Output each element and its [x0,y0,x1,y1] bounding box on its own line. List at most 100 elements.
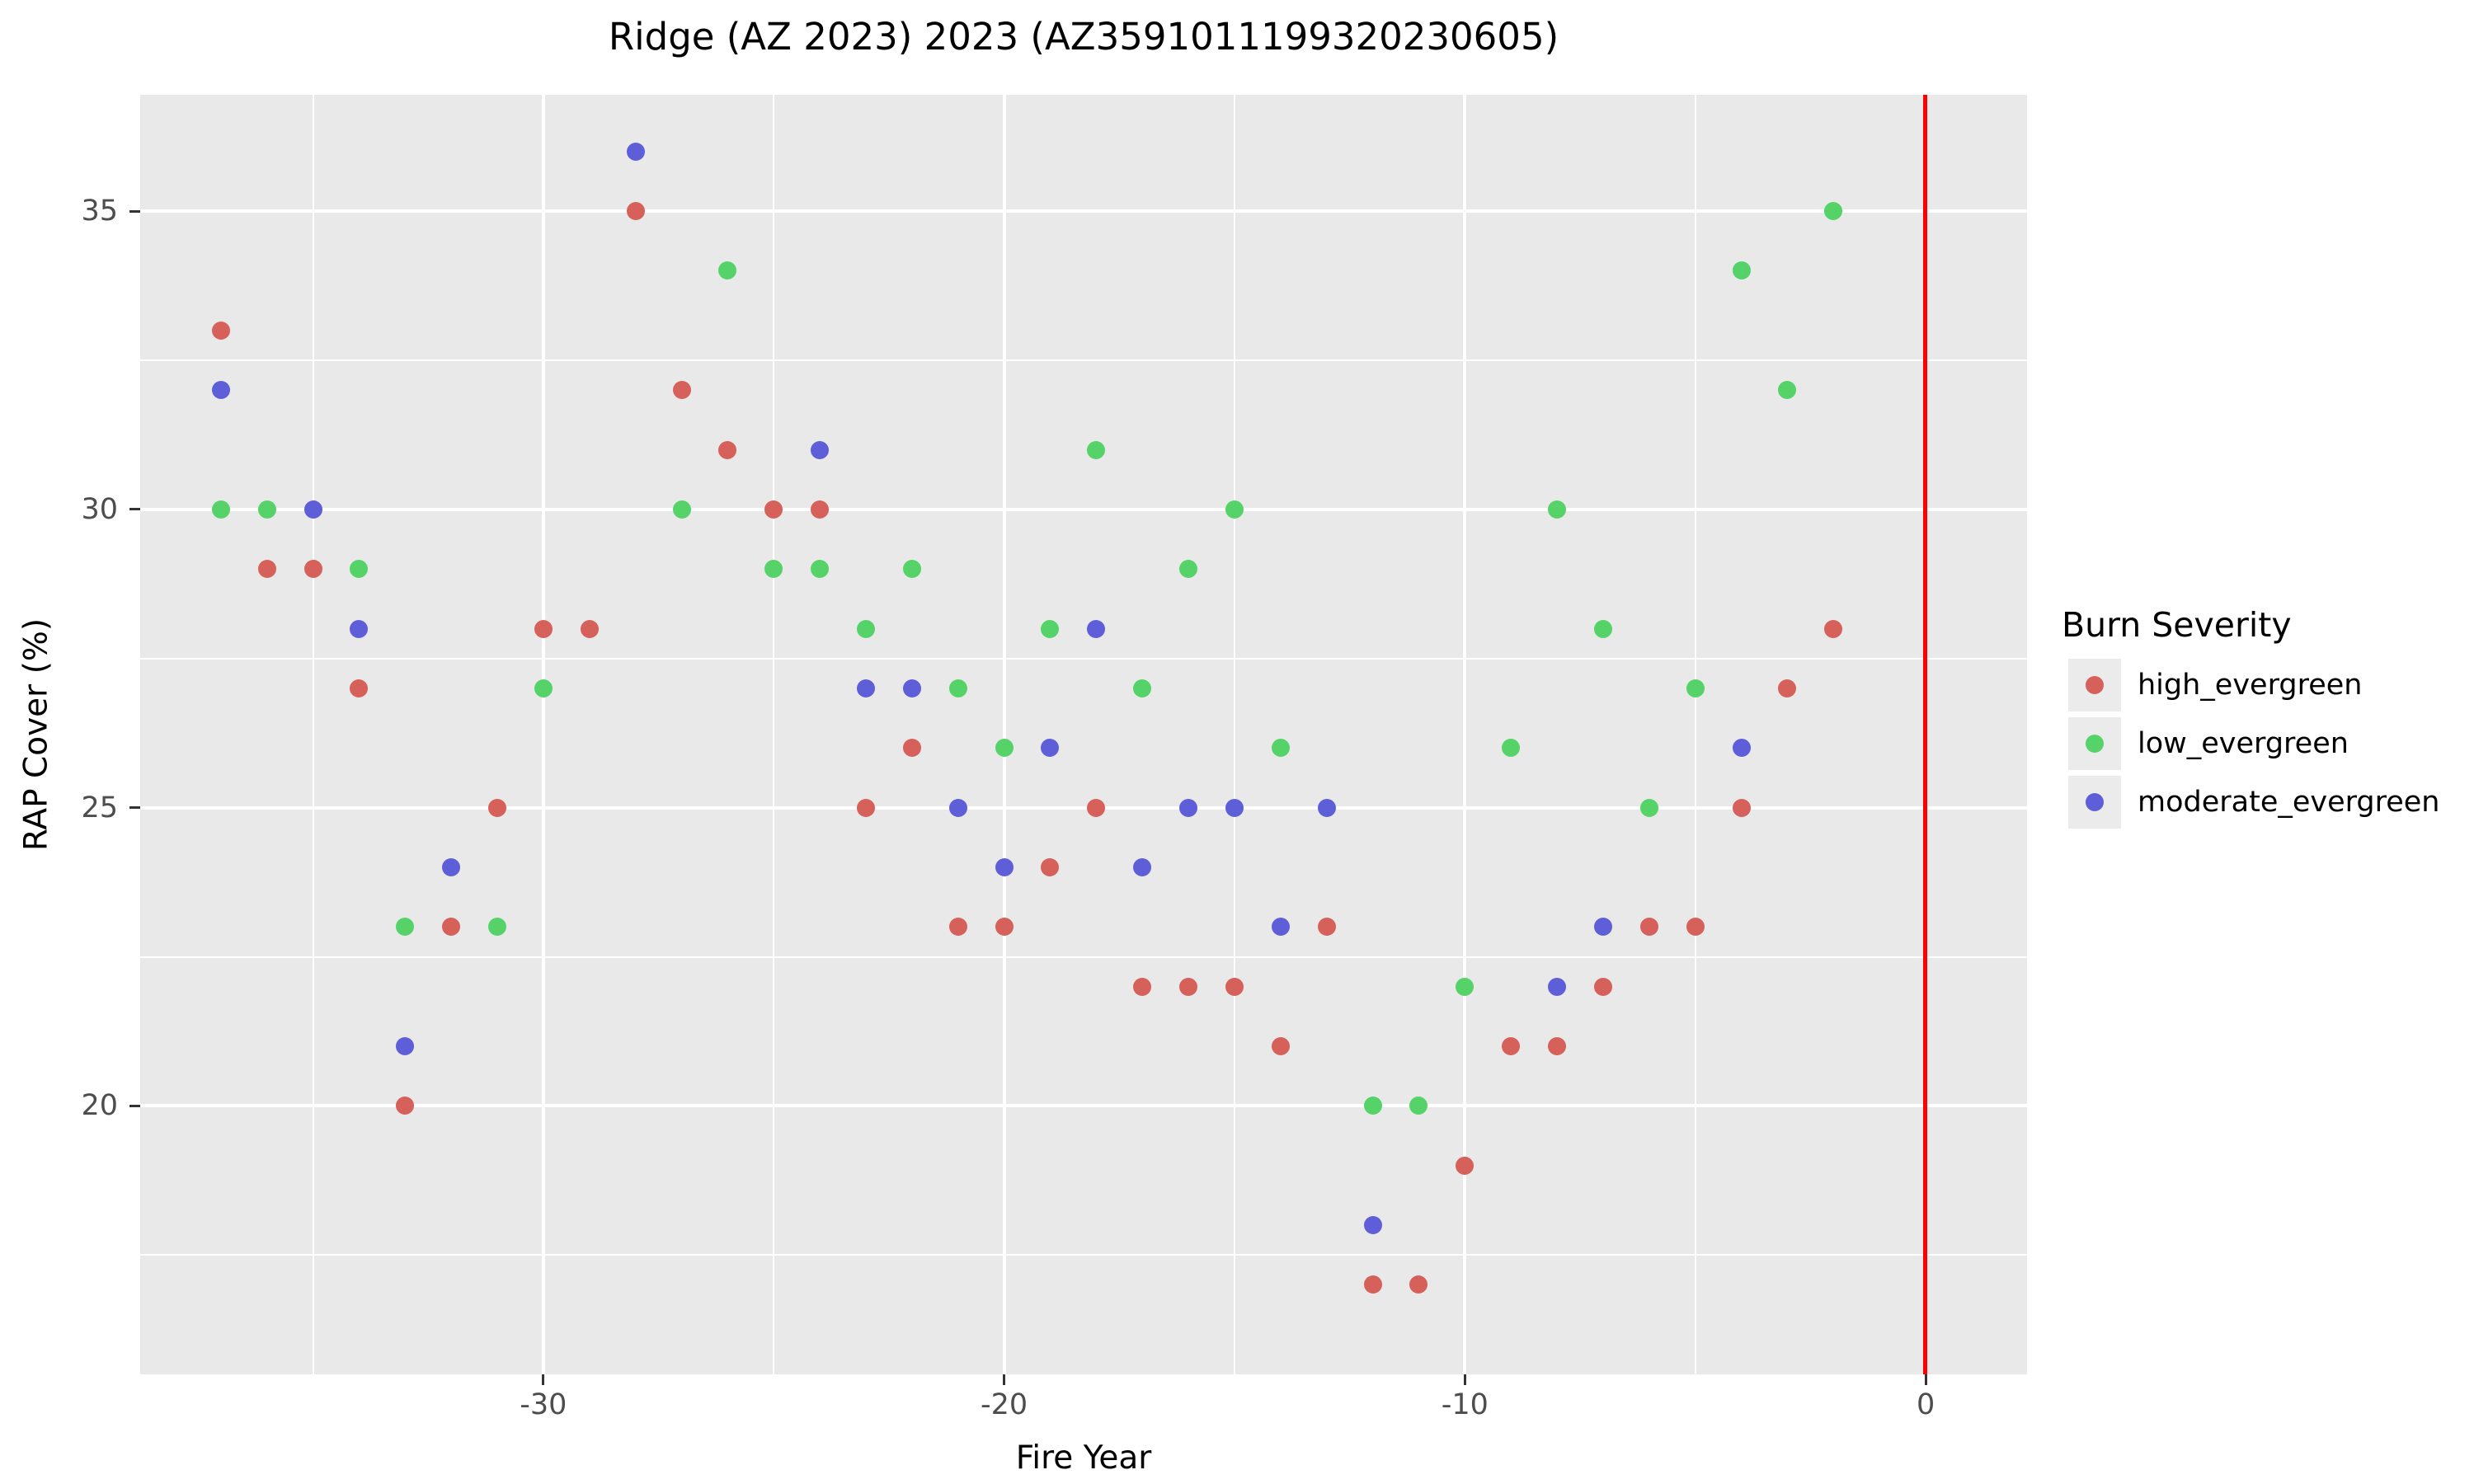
scatter-marker-icon [2086,735,2104,753]
x-tick-label: -20 [981,1388,1028,1421]
x-axis-title: Fire Year [1015,1439,1152,1477]
x-tick-label: -30 [520,1388,567,1421]
data-point-moderate_evergreen [811,440,830,459]
data-point-high_evergreen [211,321,230,340]
data-point-moderate_evergreen [396,1037,415,1056]
gridline-major-horizontal [140,1104,2027,1108]
chart-title: Ridge (AZ 2023) 2023 (AZ3591011199320230… [608,15,1559,59]
gridline-major-vertical [541,95,545,1374]
y-tick-label: 25 [81,791,118,824]
data-point-low_evergreen [811,560,830,579]
data-point-high_evergreen [396,1097,415,1115]
gridline-minor-horizontal [140,359,2027,361]
data-point-high_evergreen [488,798,507,817]
data-point-low_evergreen [1778,381,1797,400]
y-tick [129,1104,140,1107]
data-point-low_evergreen [672,500,691,519]
data-point-high_evergreen [1502,1037,1521,1056]
legend-item-label: low_evergreen [2138,727,2349,760]
data-point-low_evergreen [1686,679,1705,697]
data-point-moderate_evergreen [1133,857,1152,876]
data-point-moderate_evergreen [1225,798,1244,817]
data-point-low_evergreen [1271,739,1290,758]
data-point-low_evergreen [1133,679,1152,697]
data-point-moderate_evergreen [1548,977,1567,996]
data-point-moderate_evergreen [1271,918,1290,937]
data-point-moderate_evergreen [995,857,1014,876]
data-point-high_evergreen [1456,1156,1475,1175]
data-point-low_evergreen [1456,977,1475,996]
data-point-high_evergreen [718,440,737,459]
data-point-high_evergreen [1548,1037,1567,1056]
gridline-major-vertical [1463,95,1467,1374]
data-point-high_evergreen [580,619,599,638]
gridline-minor-vertical [773,95,775,1374]
data-point-moderate_evergreen [1179,798,1198,817]
data-point-low_evergreen [1225,500,1244,519]
data-point-low_evergreen [1824,202,1843,221]
x-tick-label: 0 [1916,1388,1935,1421]
data-point-high_evergreen [1732,798,1751,817]
data-point-low_evergreen [1041,619,1060,638]
data-point-low_evergreen [1548,500,1567,519]
gridline-minor-horizontal [140,1254,2027,1256]
data-point-high_evergreen [1686,918,1705,937]
gridline-minor-horizontal [140,657,2027,660]
x-tick [1003,1374,1006,1385]
scatter-marker-icon [2086,793,2104,811]
legend-item-high-evergreen: high_evergreen [2068,659,2464,711]
gridline-minor-vertical [1233,95,1235,1374]
data-point-low_evergreen [995,739,1014,758]
scatter-marker-icon [2086,676,2104,694]
data-point-moderate_evergreen [626,142,645,161]
x-tick [542,1374,545,1385]
data-point-high_evergreen [1041,857,1060,876]
data-point-low_evergreen [1409,1097,1428,1115]
data-point-high_evergreen [1639,918,1658,937]
y-tick [129,508,140,511]
data-point-high_evergreen [948,918,967,937]
plot-panel [140,95,2027,1374]
data-point-high_evergreen [1317,918,1336,937]
data-point-high_evergreen [1824,619,1843,638]
data-point-moderate_evergreen [1732,739,1751,758]
gridline-major-vertical [1002,95,1006,1374]
data-point-high_evergreen [1271,1037,1290,1056]
gridline-minor-horizontal [140,956,2027,958]
x-tick-label: -10 [1441,1388,1489,1421]
data-point-low_evergreen [857,619,875,638]
y-tick-label: 35 [81,195,118,228]
data-point-low_evergreen [1732,261,1751,280]
y-tick-label: 30 [81,492,118,526]
data-point-high_evergreen [350,679,369,697]
data-point-low_evergreen [534,679,553,697]
data-point-low_evergreen [764,560,783,579]
gridline-minor-vertical [1694,95,1696,1374]
fire-year-zero-line [1923,95,1928,1374]
data-point-high_evergreen [811,500,830,519]
data-point-low_evergreen [211,500,230,519]
data-point-high_evergreen [1593,977,1612,996]
data-point-moderate_evergreen [350,619,369,638]
legend-item-moderate-evergreen: moderate_evergreen [2068,776,2464,829]
gridline-major-horizontal [140,209,2027,214]
data-point-low_evergreen [257,500,276,519]
x-tick [1463,1374,1466,1385]
y-tick [129,209,140,213]
data-point-high_evergreen [257,560,276,579]
data-point-high_evergreen [442,918,461,937]
data-point-moderate_evergreen [1593,918,1612,937]
data-point-moderate_evergreen [442,857,461,876]
data-point-high_evergreen [1778,679,1797,697]
data-point-high_evergreen [534,619,553,638]
data-point-high_evergreen [902,739,921,758]
data-point-low_evergreen [1502,739,1521,758]
data-point-moderate_evergreen [1041,739,1060,758]
legend-title: Burn Severity [2062,605,2292,645]
y-tick [129,806,140,810]
data-point-moderate_evergreen [1363,1216,1382,1235]
data-point-moderate_evergreen [303,500,322,519]
legend-item-label: high_evergreen [2138,669,2363,702]
data-point-high_evergreen [1087,798,1106,817]
